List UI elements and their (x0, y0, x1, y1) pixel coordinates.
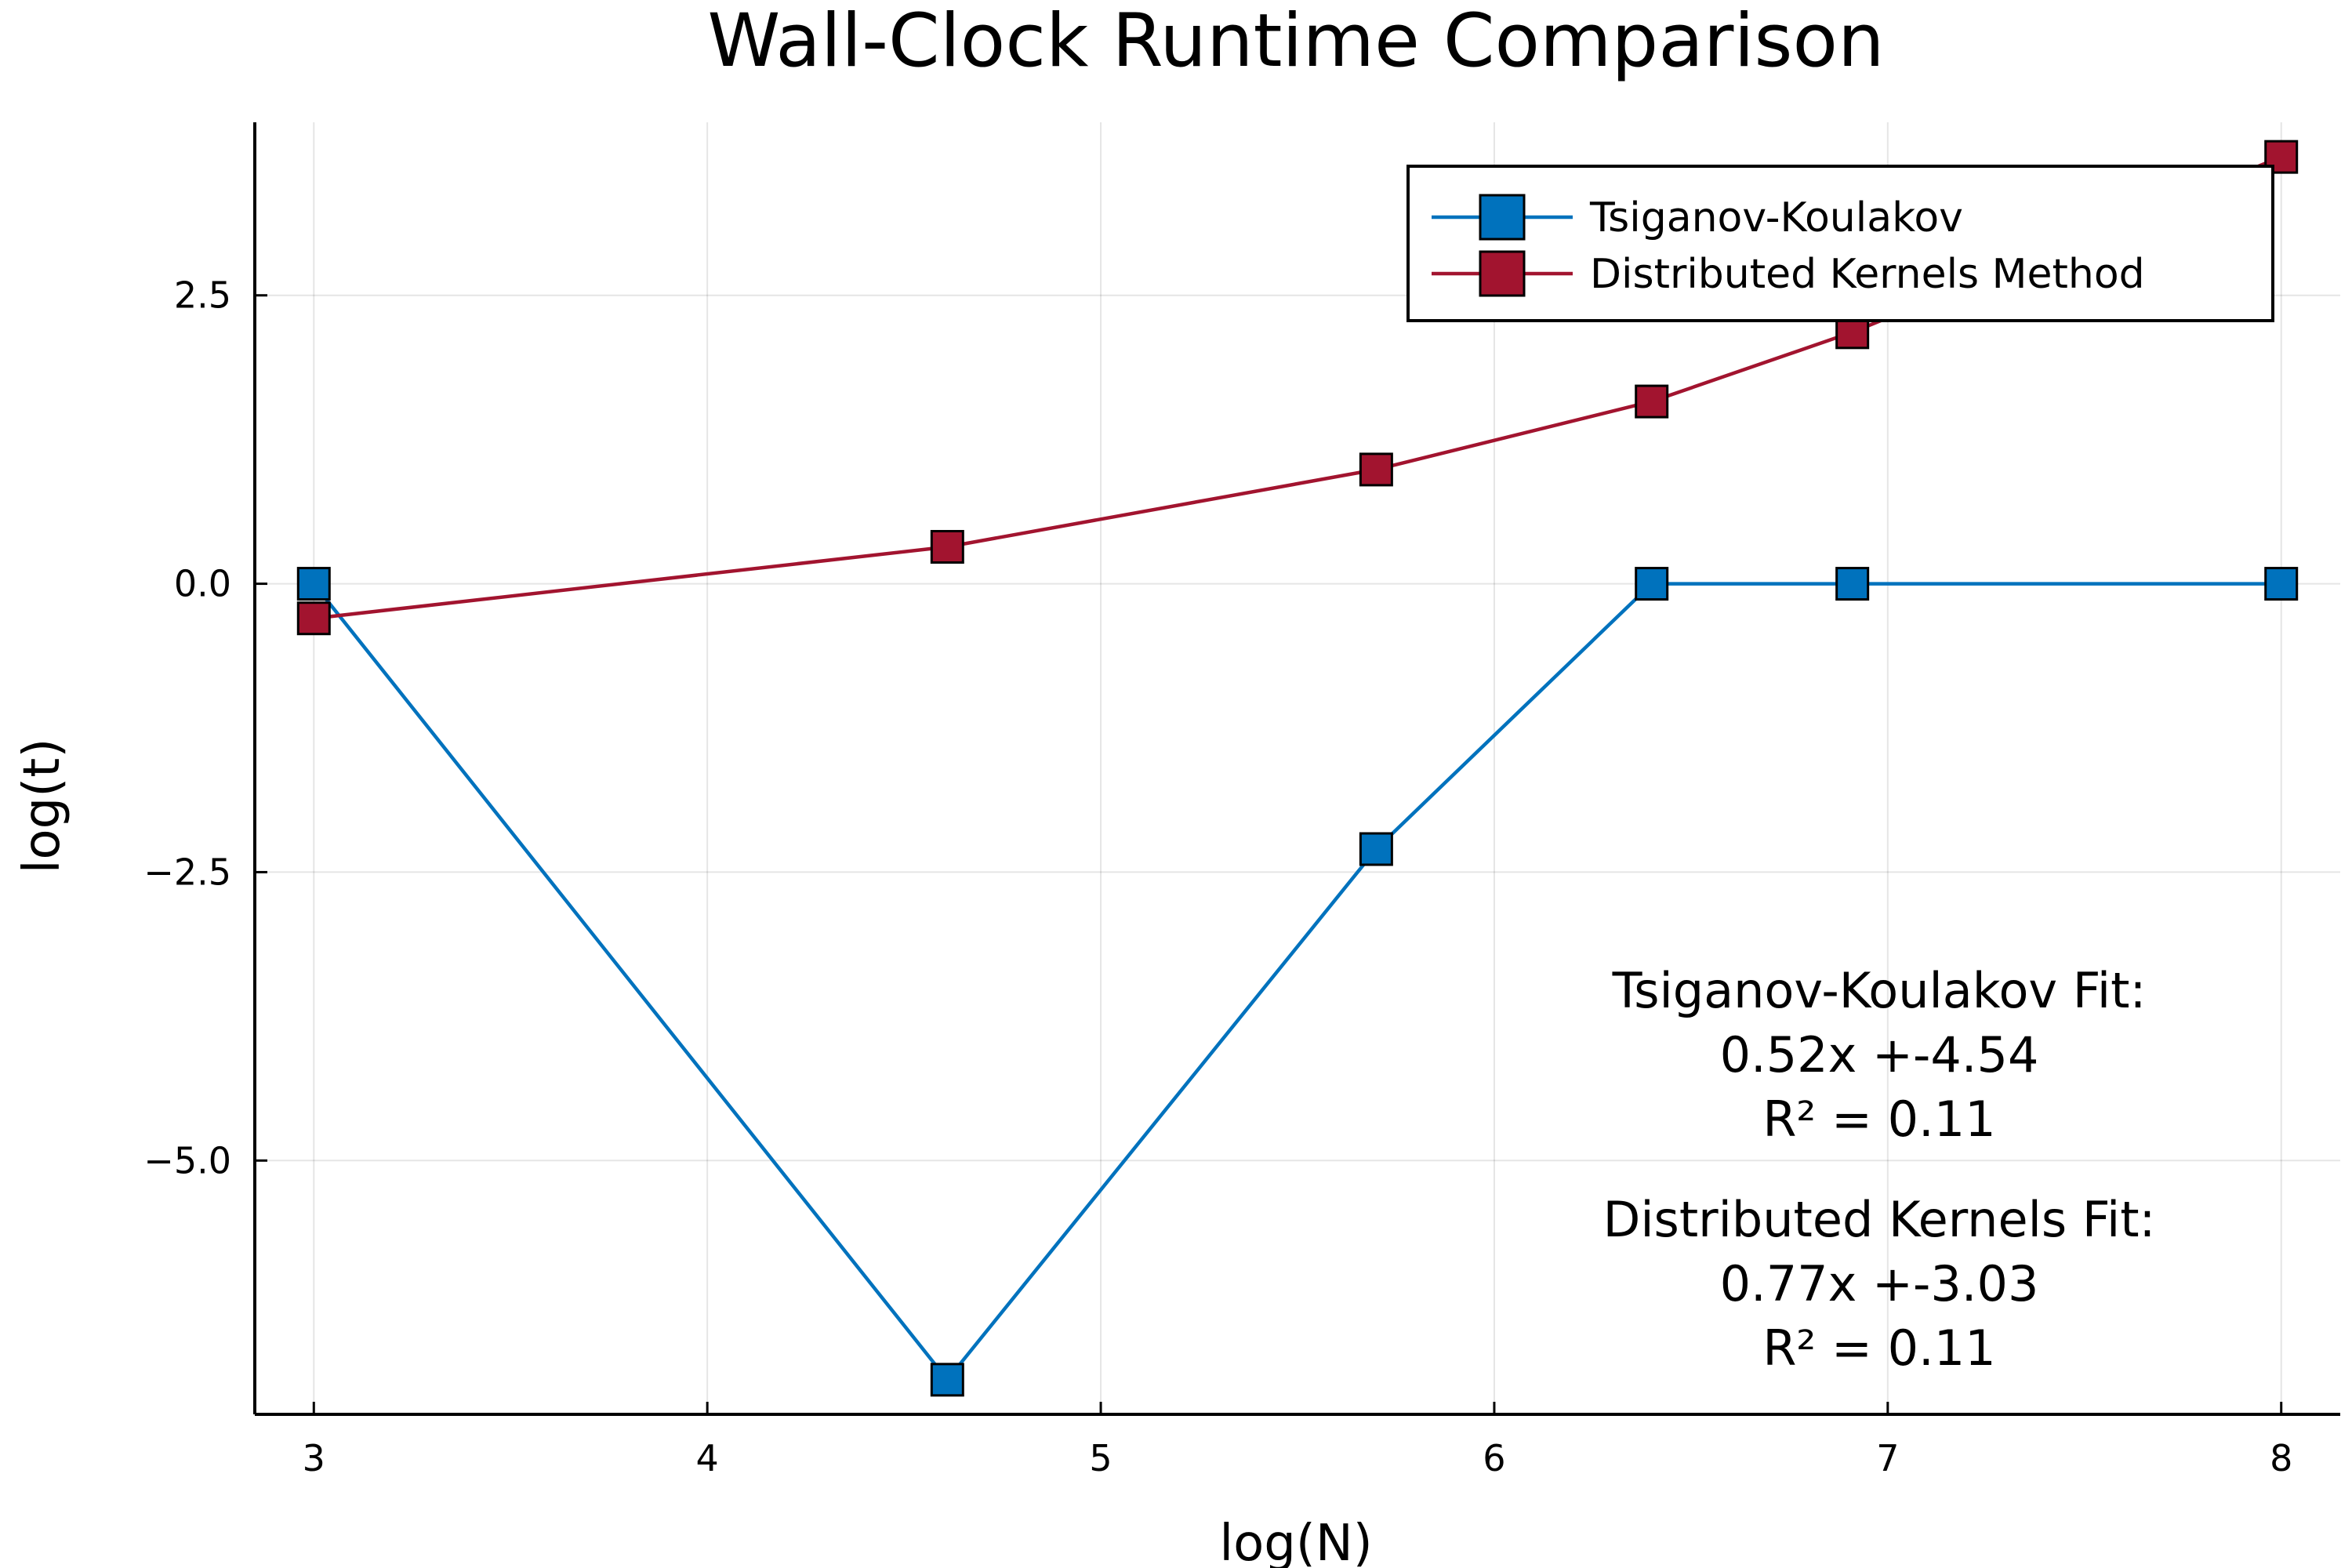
x-tick-labels: 3 4 5 6 7 8 (303, 1437, 2293, 1479)
annotation-line: Tsiganov-Koulakov Fit: (1612, 962, 2147, 1019)
y-tick-labels: −5.0 −2.5 0.0 2.5 (143, 274, 231, 1182)
y-tick-label: −2.5 (143, 851, 231, 893)
fit-annotation: Distributed Kernels Fit: 0.77x +-3.03 R² =… (1603, 1191, 2156, 1377)
data-point (296, 601, 331, 636)
data-point (1359, 832, 1393, 866)
x-tick-label: 5 (1089, 1437, 1112, 1479)
data-point (930, 1363, 964, 1397)
x-axis-label: log(N) (1219, 1515, 1372, 1568)
legend-entry: Distributed Kernels Method (1432, 250, 2145, 298)
data-point (2264, 567, 2299, 601)
x-tick-label: 7 (1876, 1437, 1899, 1479)
data-point (296, 567, 331, 601)
x-tick-label: 8 (2270, 1437, 2292, 1479)
y-axis-label: log(t) (13, 739, 71, 874)
series-layer (296, 140, 2299, 1397)
legend-label: Distributed Kernels Method (1590, 251, 2145, 298)
data-point (1635, 567, 1669, 601)
annotation-line: Distributed Kernels Fit: (1603, 1191, 2156, 1248)
legend: Tsiganov-Koulakov Distributed Kernels Met… (1406, 165, 2274, 322)
legend-marker (1479, 250, 1526, 297)
y-tick-label: 2.5 (174, 274, 231, 317)
fit-annotations: Tsiganov-Koulakov Fit: 0.52x +-4.54 R² = 0… (1603, 962, 2156, 1377)
data-point (1359, 452, 1393, 487)
series-line (312, 582, 2281, 1382)
y-tick-label: 0.0 (174, 563, 231, 605)
data-point (930, 529, 964, 564)
x-tick-label: 4 (696, 1437, 719, 1479)
fit-annotation: Tsiganov-Koulakov Fit: 0.52x +-4.54 R² = 0… (1612, 962, 2147, 1148)
annotation-line: R² = 0.11 (1762, 1319, 1995, 1377)
annotation-line: 0.77x +-3.03 (1720, 1255, 2039, 1312)
annotation-line: 0.52x +-4.54 (1720, 1026, 2039, 1083)
data-point (1835, 567, 1870, 601)
legend-entry: Tsiganov-Koulakov (1432, 194, 1963, 241)
legend-box (1406, 165, 2274, 322)
x-tick-label: 6 (1483, 1437, 1505, 1479)
series-1 (296, 567, 2299, 1397)
legend-marker (1479, 194, 1526, 241)
annotation-line: R² = 0.11 (1762, 1091, 1995, 1148)
x-tick-label: 3 (303, 1437, 325, 1479)
axes (253, 122, 2340, 1416)
y-tick-label: −5.0 (143, 1139, 231, 1181)
data-point (1635, 384, 1669, 419)
legend-label: Tsiganov-Koulakov (1589, 194, 1963, 241)
chart-title: Wall-Clock Runtime Comparison (707, 0, 1884, 84)
